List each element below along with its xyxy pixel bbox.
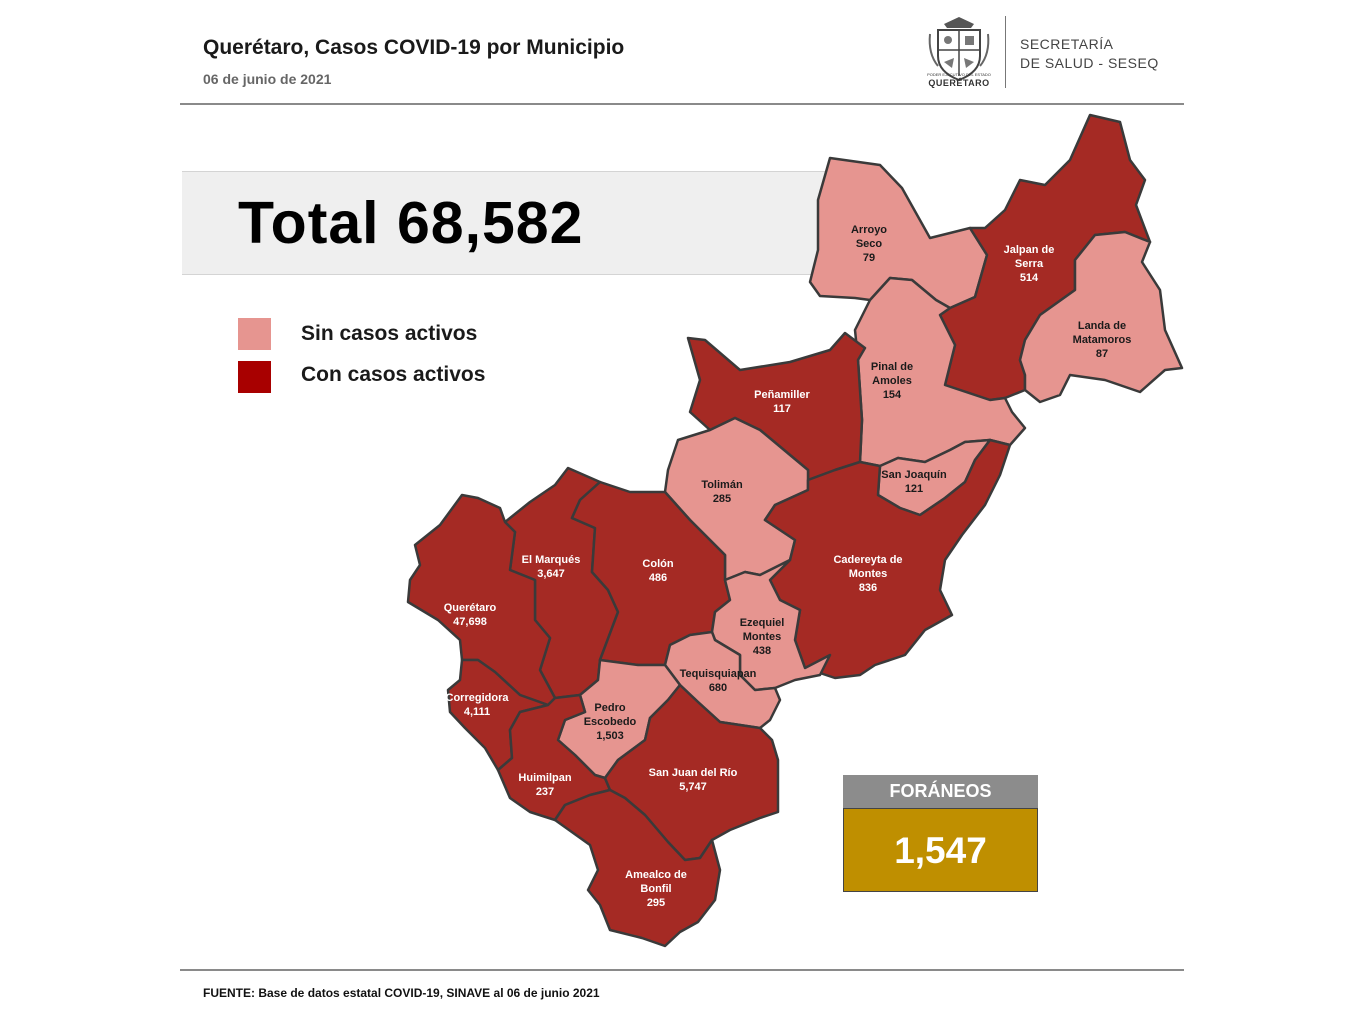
label-toliman-cases: 285 xyxy=(713,493,731,505)
region-landa-de-matamoros[interactable] xyxy=(1018,230,1184,404)
label-queretaro-cases: 47,698 xyxy=(453,616,487,628)
legend-label-active: Con casos activos xyxy=(301,363,486,386)
label-tequisquiapan-name: Tequisquiapan xyxy=(680,668,757,680)
label-pedro-escobedo-cases: 1,503 xyxy=(596,730,624,742)
label-corregidora-cases: 4,111 xyxy=(464,706,490,718)
label-arroyo-seco-cases: 79 xyxy=(863,252,875,264)
label-corregidora-name: Corregidora xyxy=(446,692,510,704)
label-penamiller-cases: 117 xyxy=(773,403,791,415)
label-san-joaquin-name: San Joaquín xyxy=(881,469,947,481)
label-landa-de-matamoros-name: Matamoros xyxy=(1073,334,1132,346)
label-toliman-name: Tolimán xyxy=(701,479,743,491)
state-coat-of-arms-icon xyxy=(928,17,990,82)
foraneos-value: 1,547 xyxy=(843,808,1038,892)
label-landa-de-matamoros-name: Landa de xyxy=(1078,320,1126,332)
label-pinal-de-amoles-cases: 154 xyxy=(883,389,902,401)
logo-caption-small: PODER EJECUTIVO DEL ESTADO DE xyxy=(927,72,991,82)
legend-label-inactive: Sin casos activos xyxy=(301,322,478,345)
label-penamiller-name: Peñamiller xyxy=(754,389,810,401)
page-title: Querétaro, Casos COVID-19 por Municipio xyxy=(203,36,625,59)
label-jalpan-de-serra-cases: 514 xyxy=(1020,272,1039,284)
foraneos-heading: FORÁNEOS xyxy=(843,775,1038,808)
region-amealco-de-bonfil[interactable] xyxy=(553,788,722,948)
label-pinal-de-amoles-name: Pinal de xyxy=(871,361,913,373)
label-huimilpan-cases: 237 xyxy=(536,786,554,798)
total-band xyxy=(182,171,842,275)
label-amealco-de-bonfil-cases: 295 xyxy=(647,897,665,909)
source-footer: FUENTE: Base de datos estatal COVID-19, … xyxy=(203,986,600,1000)
header-separator xyxy=(1005,16,1006,88)
secretaria-line-1: SECRETARÍA xyxy=(1020,36,1114,52)
region-jalpan-de-serra[interactable] xyxy=(938,113,1152,402)
label-cadereyta-de-montes-name: Cadereyta de xyxy=(833,554,902,566)
label-ezequiel-montes-name: Montes xyxy=(743,631,782,643)
label-ezequiel-montes-cases: 438 xyxy=(753,645,771,657)
label-huimilpan-name: Huimilpan xyxy=(518,772,571,784)
label-amealco-de-bonfil-name: Amealco de xyxy=(625,869,687,881)
legend-swatch-active xyxy=(238,361,271,393)
label-ezequiel-montes-name: Ezequiel xyxy=(740,617,785,629)
label-arroyo-seco-name: Arroyo xyxy=(851,224,887,236)
label-tequisquiapan-cases: 680 xyxy=(709,682,727,694)
secretaria-line-2: DE SALUD - SESEQ xyxy=(1020,55,1159,71)
total-cases: Total 68,582 xyxy=(238,190,584,256)
label-cadereyta-de-montes-cases: 836 xyxy=(859,582,877,594)
label-cadereyta-de-montes-name: Montes xyxy=(849,568,888,580)
label-san-juan-del-rio-name: San Juan del Río xyxy=(649,767,738,779)
label-san-juan-del-rio-cases: 5,747 xyxy=(679,781,707,793)
legend-swatch-inactive xyxy=(238,318,271,350)
label-landa-de-matamoros-cases: 87 xyxy=(1096,348,1108,360)
label-san-joaquin-cases: 121 xyxy=(905,483,923,495)
label-colon-name: Colón xyxy=(642,558,673,570)
label-amealco-de-bonfil-name: Bonfil xyxy=(640,883,671,895)
label-pinal-de-amoles-name: Amoles xyxy=(872,375,912,387)
label-el-marques-cases: 3,647 xyxy=(537,568,565,580)
label-jalpan-de-serra-name: Jalpan de xyxy=(1004,244,1055,256)
label-pedro-escobedo-name: Escobedo xyxy=(584,716,637,728)
label-colon-cases: 486 xyxy=(649,572,667,584)
label-queretaro-name: Querétaro xyxy=(444,602,497,614)
header-divider xyxy=(180,103,1184,105)
report-date: 06 de junio de 2021 xyxy=(203,71,332,87)
label-jalpan-de-serra-name: Serra xyxy=(1015,258,1044,270)
label-el-marques-name: El Marqués xyxy=(522,554,581,566)
label-arroyo-seco-name: Seco xyxy=(856,238,883,250)
logo-caption: QUERÉTARO xyxy=(928,78,990,88)
footer-divider xyxy=(180,969,1184,971)
label-pedro-escobedo-name: Pedro xyxy=(594,702,625,714)
